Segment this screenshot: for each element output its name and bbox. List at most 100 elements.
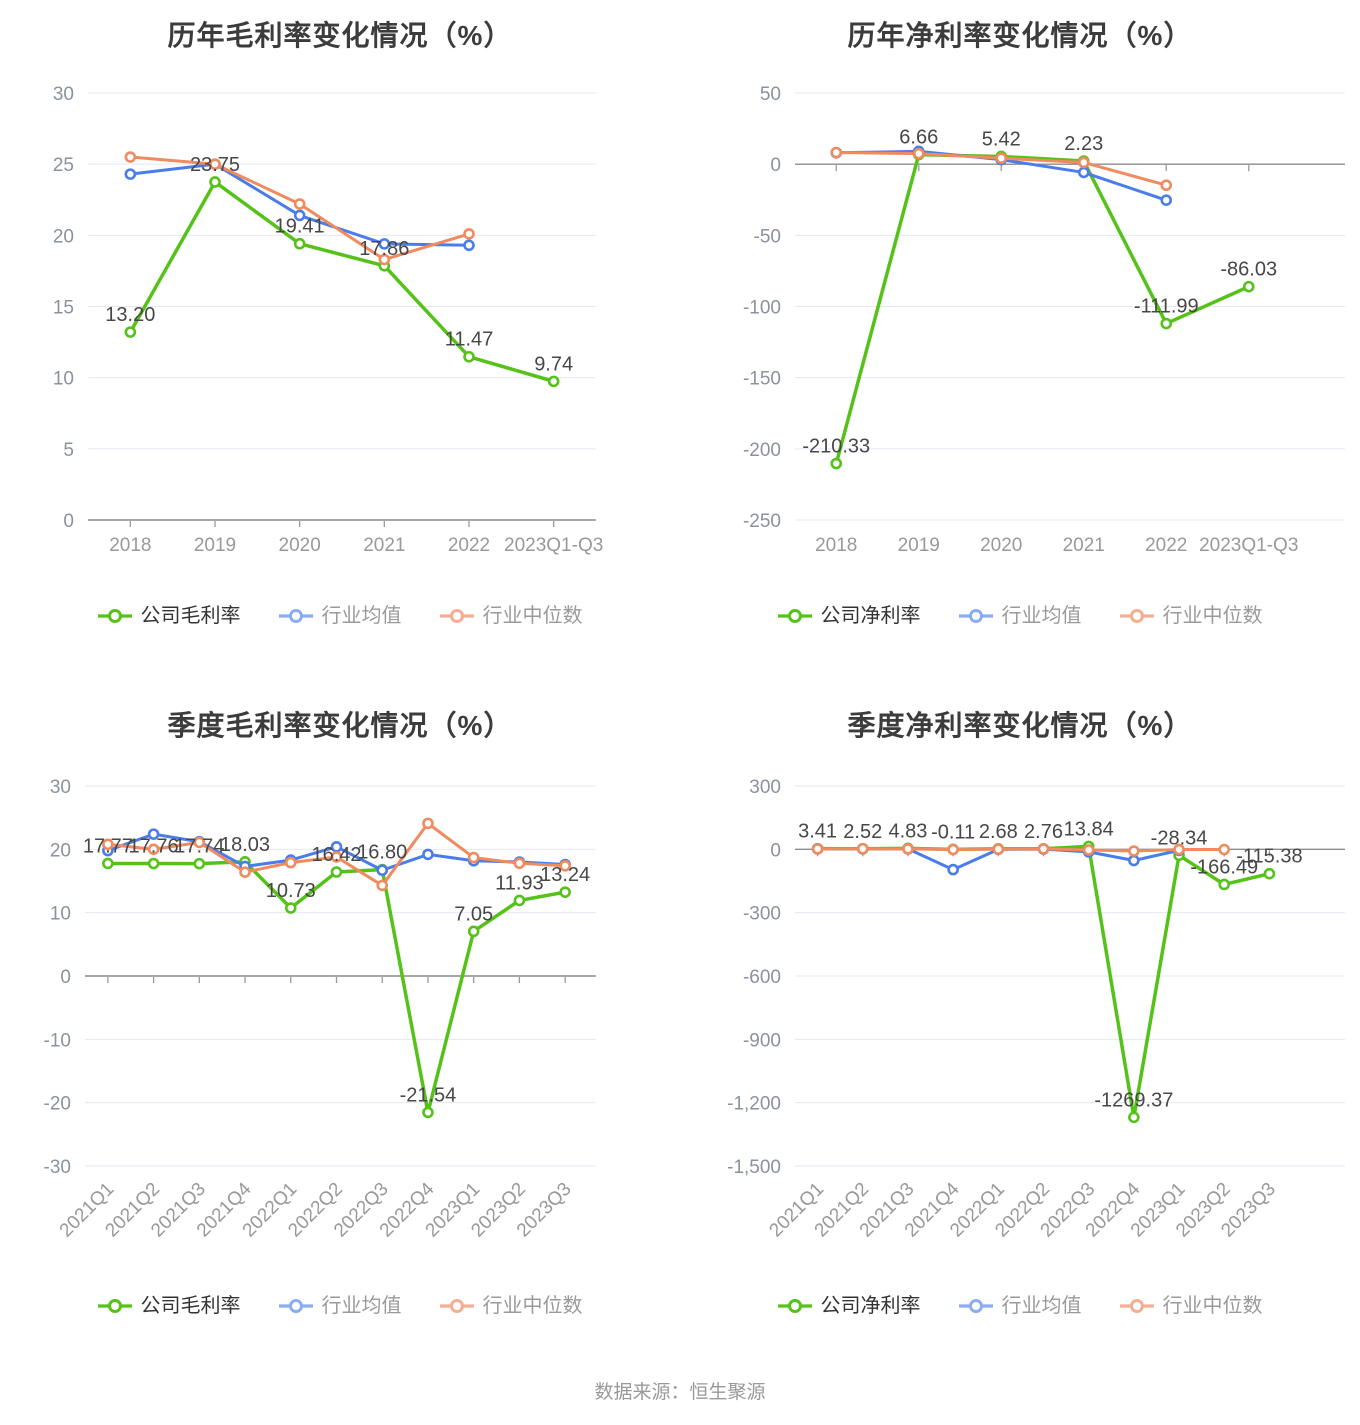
data-point-行业中位数 [293, 198, 306, 210]
legend-line-marker-icon [1119, 609, 1154, 623]
y-axis-tick-label: -600 [743, 967, 781, 988]
legend-item-公司毛利率[interactable]: 公司毛利率 [97, 1296, 241, 1316]
legend-item-行业中位数[interactable]: 行业中位数 [439, 606, 583, 626]
y-axis-tick-label: 0 [63, 511, 74, 532]
y-axis-tick-label: -10 [44, 1030, 71, 1051]
x-axis-tick-label: 2023Q1-Q3 [1199, 535, 1298, 556]
data-point-行业中位数 [422, 817, 434, 830]
data-point-行业均值 [124, 168, 137, 180]
chart-panel-annual-gross-margin: 历年毛利率变化情况（%） 30 25 20 15 10 5 0 2018 2019 2020 202… [0, 0, 680, 690]
data-label: 4.83 [888, 820, 927, 842]
data-label: 11.93 [495, 872, 544, 894]
data-point-公司毛利率 [193, 857, 206, 870]
data-point-行业均值 [1077, 166, 1090, 179]
data-point-行业均值 [376, 864, 389, 877]
legend-item-公司净利率[interactable]: 公司净利率 [777, 605, 921, 627]
chart-panel-quarterly-net-margin: 季度净利率变化情况（%） 300 0 -300 -600 -900 -1,200 -1,50… [680, 690, 1360, 1355]
data-point-行业均值 [422, 848, 434, 861]
data-point-行业中位数 [239, 866, 251, 878]
x-axis-tick-label: 2021 [363, 535, 405, 556]
x-axis-tick-label: 2020 [279, 535, 321, 556]
legend-line-marker-icon [958, 1299, 993, 1313]
y-axis-tick-label: 20 [53, 226, 74, 247]
data-point-行业中位数 [376, 879, 389, 892]
annual-net-margin-chart: 50 0 -50 -100 -150 -200 -250 2018 2019 2020 2021 20… [743, 84, 1345, 556]
data-point-公司毛利率 [147, 857, 160, 870]
legend-item-行业中位数[interactable]: 行业中位数 [1119, 606, 1263, 626]
chart-title: 季度净利率变化情况（%） [847, 710, 1193, 741]
data-point-公司毛利率 [547, 375, 560, 388]
legend-label: 公司净利率 [820, 605, 921, 627]
data-label: -115.38 [1236, 846, 1302, 868]
data-label: 17.74 [174, 836, 224, 858]
data-point-公司毛利率 [293, 237, 306, 250]
quarterly-net-margin-chart: 3000-300-600-900-1,200-1,5002021Q12021Q2… [727, 777, 1345, 1241]
y-axis-tick-label: -900 [743, 1030, 781, 1051]
legend-line-marker-icon [97, 1299, 132, 1313]
data-label: 13.20 [105, 304, 155, 326]
x-axis-tick-label: 2021 [1063, 535, 1105, 556]
legend-item-公司净利率[interactable]: 公司净利率 [777, 1296, 921, 1316]
data-point-行业中位数 [912, 147, 925, 160]
x-axis-tick-label: 2022 [1145, 535, 1187, 556]
y-axis-tick-label: 50 [760, 84, 781, 105]
data-label: 16.80 [357, 842, 407, 864]
data-label: -0.11 [931, 821, 975, 843]
legend-item-公司毛利率[interactable]: 公司毛利率 [97, 606, 241, 626]
data-point-公司毛利率 [102, 857, 114, 870]
data-point-行业中位数 [995, 152, 1008, 164]
legend-line-marker-icon [777, 609, 812, 623]
x-axis-tick-label: 2023Q1-Q3 [504, 535, 603, 556]
data-point-行业中位数 [856, 842, 869, 855]
legend-line-marker-icon [777, 1299, 812, 1313]
data-label: -28.34 [1151, 827, 1208, 849]
y-axis-tick-label: 15 [53, 298, 74, 319]
y-axis-tick-label: -1,200 [727, 1094, 781, 1115]
legend-line-marker-icon [278, 1299, 313, 1313]
chart-panel-quarterly-gross-margin: 季度毛利率变化情况（%） 30 20 10 0 -10 -20 -30 2021Q1 2021Q… [0, 690, 680, 1355]
legend-item-行业均值[interactable]: 行业均值 [958, 1296, 1082, 1316]
chart-legend: 公司净利率 行业均值 行业中位数 [680, 1296, 1360, 1316]
data-point-行业中位数 [284, 856, 297, 869]
data-point-行业中位数 [1173, 843, 1185, 856]
data-label: 18.03 [220, 834, 270, 856]
data-point-公司净利率 [1242, 280, 1255, 293]
y-axis-tick-label: -50 [754, 226, 781, 247]
chart-legend: 公司毛利率 行业均值 行业中位数 [0, 606, 680, 626]
data-label: -210.33 [802, 436, 870, 458]
y-axis-tick-label: 20 [50, 840, 71, 861]
data-point-公司净利率 [1218, 878, 1231, 891]
legend-item-行业中位数[interactable]: 行业中位数 [439, 1295, 583, 1317]
data-point-行业中位数 [378, 253, 391, 266]
data-point-行业中位数 [1077, 156, 1090, 169]
y-axis-tick-label: 10 [50, 904, 71, 925]
footer: 数据来源：恒生聚源 [0, 1355, 1360, 1425]
data-point-公司净利率 [830, 457, 843, 470]
legend-label: 行业中位数 [1162, 1295, 1263, 1317]
legend-line-marker-icon [278, 609, 313, 623]
data-label: 5.42 [982, 128, 1021, 150]
data-label: -166.49 [1190, 856, 1258, 878]
data-label: 17.86 [359, 238, 409, 260]
legend-label: 行业中位数 [482, 1295, 583, 1317]
data-point-公司毛利率 [463, 350, 475, 363]
legend-item-行业均值[interactable]: 行业均值 [278, 605, 402, 627]
y-axis-tick-label: -1,500 [727, 1157, 781, 1178]
x-axis-tick-label: 2022 [448, 535, 490, 556]
data-point-行业中位数 [947, 843, 959, 856]
data-point-公司毛利率 [209, 176, 221, 188]
data-label: 3.41 [798, 821, 837, 843]
data-point-行业中位数 [1082, 844, 1095, 856]
legend-item-行业均值[interactable]: 行业均值 [958, 606, 1082, 626]
data-label: 6.66 [899, 127, 938, 149]
data-label: 10.73 [266, 880, 316, 902]
data-point-公司净利率 [1128, 1111, 1140, 1124]
data-point-公司净利率 [1263, 867, 1276, 880]
legend-label: 行业均值 [321, 605, 402, 627]
legend-item-行业均值[interactable]: 行业均值 [278, 1296, 402, 1316]
y-axis-tick-label: -150 [743, 369, 781, 390]
annual-gross-margin-chart: 30 25 20 15 10 5 0 2018 2019 2020 2021 2022 2023Q1-Q… [53, 84, 603, 556]
legend-item-行业中位数[interactable]: 行业中位数 [1119, 1295, 1263, 1317]
data-point-公司毛利率 [559, 886, 571, 898]
